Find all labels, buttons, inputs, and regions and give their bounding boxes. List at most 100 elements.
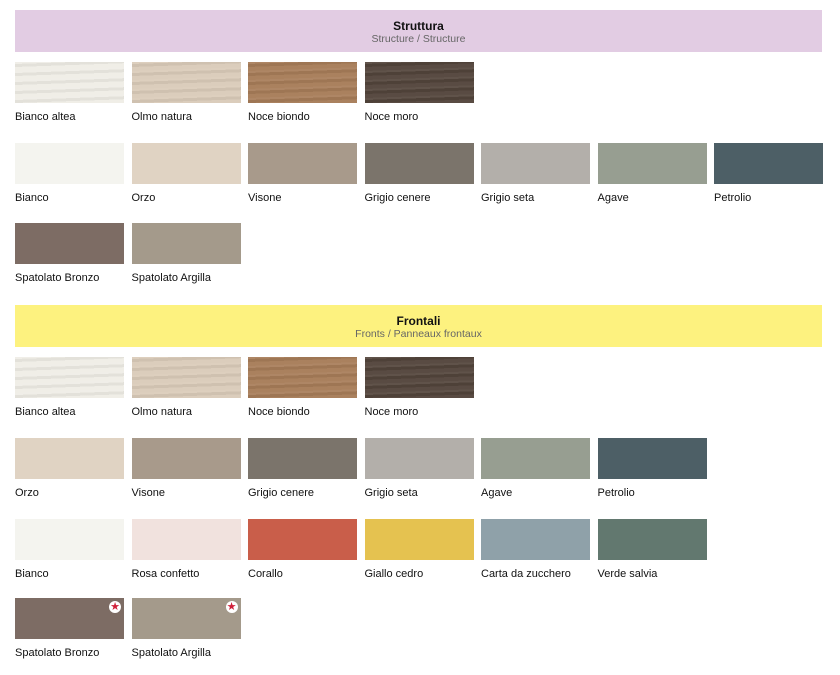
swatch-label: Corallo — [248, 568, 283, 580]
color-swatch-item[interactable]: Bianco altea — [15, 62, 124, 123]
color-swatch-item[interactable]: Noce moro — [364, 62, 474, 123]
swatch-label: Giallo cedro — [364, 568, 424, 580]
swatch-label: Rosa confetto — [131, 568, 200, 580]
color-swatch-item[interactable]: Bianco — [15, 519, 124, 580]
star-icon: ★ — [109, 601, 121, 613]
color-swatch-item[interactable]: Spatolato Argilla — [131, 223, 241, 284]
color-swatch-item[interactable]: Bianco — [15, 143, 124, 204]
color-swatch-item[interactable]: Noce moro — [364, 357, 474, 418]
color-swatch-item[interactable]: Olmo natura — [131, 357, 241, 418]
swatch-label: Olmo natura — [131, 406, 193, 418]
swatch-label: Grigio cenere — [364, 192, 431, 204]
swatch-label: Carta da zucchero — [481, 568, 571, 580]
swatch-row: Bianco altea Olmo natura Noce biondo Noce m… — [15, 357, 474, 418]
color-swatch-item[interactable]: Noce biondo — [248, 357, 357, 418]
section-header: Frontali Fronts / Panneaux frontaux — [15, 305, 822, 347]
swatch-label: Olmo natura — [131, 111, 193, 123]
color-swatch[interactable] — [481, 519, 590, 560]
section-subtitle: Fronts / Panneaux frontaux — [355, 328, 482, 340]
swatch-label: Bianco — [15, 192, 49, 204]
color-swatch[interactable] — [131, 357, 241, 398]
color-swatch-item[interactable]: Spatolato Bronzo — [15, 223, 124, 284]
color-swatch-item[interactable]: Bianco altea — [15, 357, 124, 418]
color-swatch[interactable] — [15, 438, 124, 479]
swatch-row: Bianco Rosa confetto Corallo Giallo cedro Ca… — [15, 519, 707, 580]
color-swatch[interactable] — [15, 62, 124, 103]
color-swatch-item[interactable]: Agave — [597, 143, 707, 204]
swatch-label: Noce moro — [364, 406, 419, 418]
section-header: Struttura Structure / Structure — [15, 10, 822, 52]
color-swatch-item[interactable]: ★ Spatolato Bronzo — [15, 598, 124, 659]
color-swatch[interactable] — [364, 62, 474, 103]
color-swatch-item[interactable]: Agave — [481, 438, 590, 499]
swatch-label: Spatolato Bronzo — [15, 647, 100, 659]
star-icon: ★ — [225, 601, 238, 613]
color-swatch[interactable] — [248, 438, 357, 479]
color-swatch[interactable] — [364, 438, 474, 479]
swatch-label: Bianco altea — [15, 406, 76, 418]
color-swatch[interactable] — [364, 357, 474, 398]
color-swatch[interactable] — [364, 143, 474, 184]
color-swatch[interactable] — [248, 519, 357, 560]
color-swatch-item[interactable]: Carta da zucchero — [481, 519, 590, 580]
section-subtitle: Structure / Structure — [371, 33, 466, 45]
swatch-label: Orzo — [15, 487, 39, 499]
swatch-label: Grigio cenere — [248, 487, 315, 499]
color-swatch-item[interactable]: Grigio cenere — [248, 438, 357, 499]
swatch-label: Grigio seta — [481, 192, 535, 204]
color-swatch[interactable] — [248, 357, 357, 398]
color-swatch[interactable] — [131, 143, 241, 184]
color-swatch-item[interactable]: Petrolio — [597, 438, 707, 499]
swatch-label: Bianco — [15, 568, 49, 580]
color-swatch-item[interactable]: Grigio cenere — [364, 143, 474, 204]
color-swatch-item[interactable]: ★ Spatolato Argilla — [131, 598, 241, 659]
color-swatch[interactable] — [15, 143, 124, 184]
swatch-label: Bianco altea — [15, 111, 76, 123]
color-swatch[interactable]: ★ — [15, 598, 124, 639]
swatch-label: Spatolato Bronzo — [15, 272, 100, 284]
color-swatch[interactable] — [597, 519, 707, 560]
swatch-row: Spatolato Bronzo Spatolato Argilla — [15, 223, 241, 284]
color-swatch-item[interactable]: Verde salvia — [597, 519, 707, 580]
color-swatch-item[interactable]: Orzo — [131, 143, 241, 204]
swatch-label: Agave — [481, 487, 513, 499]
section-title: Struttura — [393, 19, 444, 33]
color-swatch[interactable] — [481, 438, 590, 479]
swatch-label: Petrolio — [714, 192, 752, 204]
color-swatch[interactable] — [131, 519, 241, 560]
swatch-label: Spatolato Argilla — [131, 647, 212, 659]
color-swatch-item[interactable]: Orzo — [15, 438, 124, 499]
color-swatch[interactable] — [15, 357, 124, 398]
color-swatch[interactable] — [597, 438, 707, 479]
color-swatch[interactable] — [15, 223, 124, 264]
color-swatch-item[interactable]: Giallo cedro — [364, 519, 474, 580]
color-swatch-item[interactable]: Petrolio — [714, 143, 823, 204]
color-swatch-item[interactable]: Grigio seta — [364, 438, 474, 499]
color-swatch[interactable] — [248, 143, 357, 184]
color-swatch[interactable] — [364, 519, 474, 560]
swatch-label: Noce biondo — [248, 111, 310, 123]
color-swatch-item[interactable]: Visone — [131, 438, 241, 499]
color-swatch[interactable] — [248, 62, 357, 103]
color-swatch-item[interactable]: Noce biondo — [248, 62, 357, 123]
color-swatch-item[interactable]: Olmo natura — [131, 62, 241, 123]
color-swatch[interactable]: ★ — [131, 598, 241, 639]
swatch-label: Orzo — [131, 192, 156, 204]
swatch-label: Noce moro — [364, 111, 419, 123]
color-swatch[interactable] — [15, 519, 124, 560]
color-swatch[interactable] — [481, 143, 590, 184]
color-swatch[interactable] — [131, 223, 241, 264]
color-swatch[interactable] — [597, 143, 707, 184]
swatch-label: Petrolio — [597, 487, 635, 499]
color-swatch-item[interactable]: Corallo — [248, 519, 357, 580]
swatch-row: Orzo Visone Grigio cenere Grigio seta Agave P… — [15, 438, 707, 499]
color-swatch[interactable] — [131, 62, 241, 103]
swatch-label: Visone — [248, 192, 282, 204]
color-swatch[interactable] — [714, 143, 823, 184]
color-swatch-item[interactable]: Grigio seta — [481, 143, 590, 204]
color-swatch-item[interactable]: Rosa confetto — [131, 519, 241, 580]
swatch-row: Bianco altea Olmo natura Noce biondo Noce m… — [15, 62, 474, 123]
color-swatch[interactable] — [131, 438, 241, 479]
section-title: Frontali — [396, 314, 441, 328]
color-swatch-item[interactable]: Visone — [248, 143, 357, 204]
